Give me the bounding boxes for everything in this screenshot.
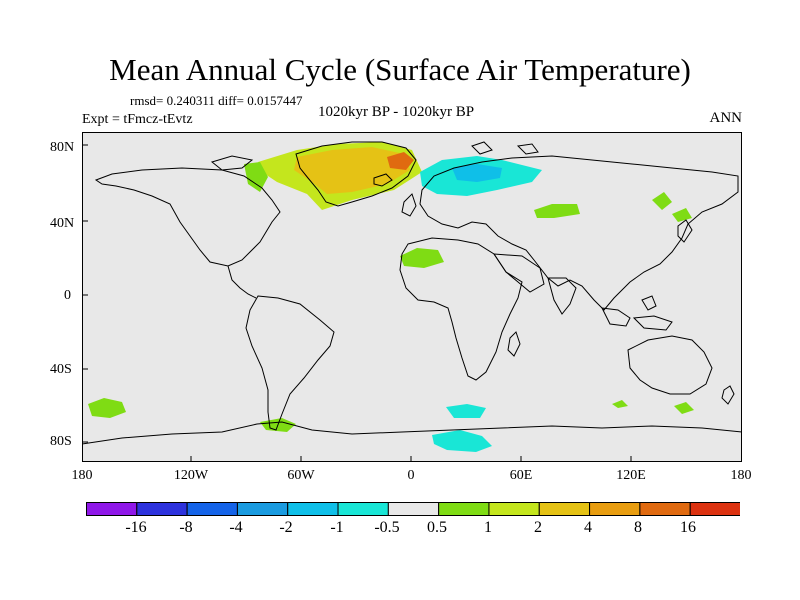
axis-ticks (82, 144, 632, 462)
madagascar-coast (507, 331, 521, 357)
colorbar-swatch (236, 502, 289, 516)
x-tick-label: 60E (509, 468, 533, 483)
colorbar-label: 8 (634, 519, 642, 536)
colorbar-swatch (86, 502, 138, 516)
colorbar-label: 0.5 (427, 519, 447, 536)
arctic-islands-coast (210, 141, 539, 171)
colorbar-label: -1 (330, 519, 344, 536)
south-america-coast (245, 295, 335, 431)
experiment-label: Expt = tFmcz-tEvtz (82, 112, 193, 127)
eurasia-coast (419, 155, 739, 311)
colorbar-swatch (186, 502, 238, 516)
y-tick-label: 80N (50, 140, 75, 155)
coastlines (82, 141, 742, 445)
southeast-asia-islands (601, 295, 673, 331)
iceland-coast (373, 173, 393, 187)
x-tick-label: 0 (407, 468, 415, 483)
greenland-hotspot-anomaly (387, 152, 414, 170)
kamchatka-warm-anomaly (652, 192, 692, 222)
season-label: ANN (709, 110, 743, 126)
y-tick-label: 40S (50, 362, 72, 377)
colorbar-swatch (538, 502, 591, 516)
arabia-coast (493, 253, 545, 293)
colorbar-label: 16 (680, 519, 696, 536)
colorbar-label: -2 (279, 519, 293, 536)
colorbar-label: -4 (229, 519, 243, 536)
baffin-warm-anomaly (244, 162, 268, 192)
colorbar-swatch (689, 502, 740, 516)
y-tick-label: 40N (50, 216, 75, 231)
colorbar-label: 1 (484, 519, 492, 536)
antarctica-cold-anomaly (432, 430, 492, 452)
x-tick-label: 180 (71, 468, 93, 483)
period-label: 1020kyr BP - 1020kyr BP (318, 104, 475, 120)
rmsd-diff-stats: rmsd= 0.240311 diff= 0.0157447 (130, 93, 303, 108)
x-tick-label: 180 (730, 468, 752, 483)
colorbar (86, 502, 740, 516)
x-tick-label: 60W (287, 468, 315, 483)
x-tick-label: 120W (173, 468, 209, 483)
y-tick-label: 80S (50, 434, 72, 449)
colorbar-swatch (387, 502, 440, 516)
greenland-core-anomaly (294, 147, 410, 194)
uk-coast (401, 193, 417, 217)
x-tick-label: 120E (616, 468, 646, 483)
map-title: Mean Annual Cycle (Surface Air Temperatu… (109, 52, 691, 87)
colorbar-label: 4 (584, 519, 592, 536)
y-tick-label: 0 (64, 288, 71, 303)
barents-cold-anomaly (452, 164, 502, 182)
map-background (82, 132, 742, 462)
antarctica-coast (82, 421, 742, 445)
anomaly-layer (88, 142, 694, 452)
colorbar-swatch (488, 502, 540, 516)
colorbar-label: -0.5 (374, 519, 400, 536)
siberia-warm-anomaly (534, 204, 580, 218)
colorbar-swatch (337, 502, 389, 516)
colorbar-swatch (136, 502, 188, 516)
map-frame (82, 132, 742, 462)
southern-ocean-cold-anomaly (446, 404, 486, 418)
colorbar-label: 2 (534, 519, 542, 536)
colorbar-swatch (287, 502, 339, 516)
colorbar-label: -16 (125, 519, 147, 536)
central-america-coast (227, 265, 257, 299)
colorbar-swatch (639, 502, 691, 516)
colorbar-label: -8 (179, 519, 193, 536)
new-zealand-coast (721, 385, 735, 405)
africa-coast (399, 237, 523, 381)
colorbar-swatch (589, 502, 641, 516)
colorbar-swatch (438, 502, 490, 516)
australia-coast (627, 335, 713, 395)
sahara-warm-anomaly (400, 248, 444, 268)
world-map (82, 132, 742, 462)
japan-coast (677, 219, 693, 243)
india-coast (547, 277, 577, 315)
greenland-coast (295, 141, 417, 207)
